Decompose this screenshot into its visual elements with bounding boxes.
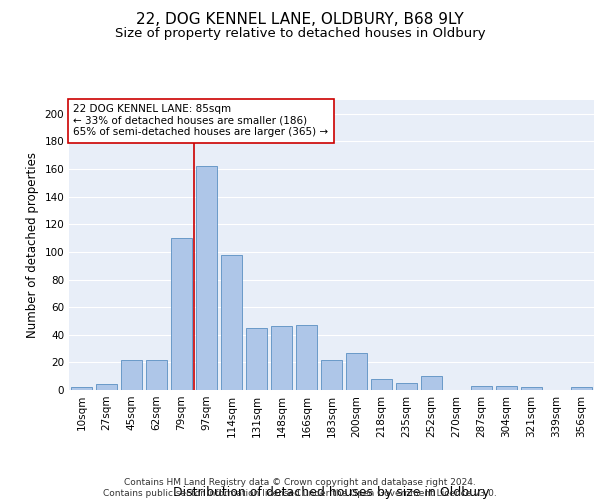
Bar <box>71 387 92 390</box>
Text: Contains HM Land Registry data © Crown copyright and database right 2024.
Contai: Contains HM Land Registry data © Crown c… <box>103 478 497 498</box>
Text: 22, DOG KENNEL LANE, OLDBURY, B68 9LY: 22, DOG KENNEL LANE, OLDBURY, B68 9LY <box>136 12 464 28</box>
Bar <box>521 387 542 390</box>
Text: 22 DOG KENNEL LANE: 85sqm
← 33% of detached houses are smaller (186)
65% of semi: 22 DOG KENNEL LANE: 85sqm ← 33% of detac… <box>73 104 328 138</box>
Bar <box>196 166 217 390</box>
Bar <box>271 326 292 390</box>
Bar <box>321 360 342 390</box>
Bar <box>396 383 417 390</box>
Bar <box>171 238 192 390</box>
Bar <box>246 328 267 390</box>
Bar <box>296 325 317 390</box>
Text: Size of property relative to detached houses in Oldbury: Size of property relative to detached ho… <box>115 28 485 40</box>
Bar <box>496 386 517 390</box>
Bar <box>121 360 142 390</box>
Bar <box>571 387 592 390</box>
Bar <box>346 352 367 390</box>
Bar <box>221 254 242 390</box>
X-axis label: Distribution of detached houses by size in Oldbury: Distribution of detached houses by size … <box>173 486 490 498</box>
Bar <box>146 360 167 390</box>
Bar <box>371 379 392 390</box>
Bar <box>471 386 492 390</box>
Bar <box>421 376 442 390</box>
Y-axis label: Number of detached properties: Number of detached properties <box>26 152 39 338</box>
Bar <box>96 384 117 390</box>
